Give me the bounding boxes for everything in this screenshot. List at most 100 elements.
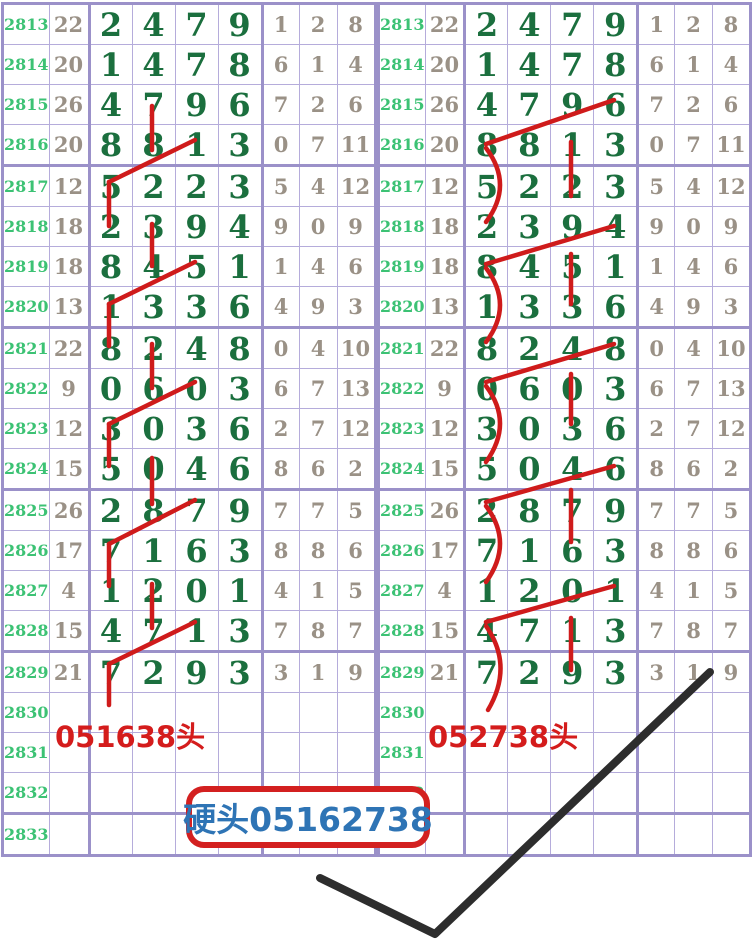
- draw-digit-cell: 1: [131, 530, 176, 571]
- table-row: 2817 12 5 2 2 3 5 4 12: [378, 165, 752, 207]
- draw-digit-cell: 8: [131, 124, 176, 167]
- draw-digit-cell: 7: [550, 489, 595, 531]
- table-row: 2818 18 2 3 9 4 9 0 9: [378, 206, 752, 247]
- stat-cell: 2: [674, 3, 713, 45]
- sum-cell: 22: [424, 327, 467, 369]
- stat-cell: 1: [298, 44, 338, 85]
- table-row: 2823 12 3 0 3 6 2 7 12: [2, 408, 376, 449]
- sum-cell: 22: [48, 3, 91, 45]
- draw-digit-cell: 1: [550, 124, 595, 167]
- draw-digit-cell: 6: [217, 408, 264, 449]
- sum-cell: 17: [48, 530, 91, 571]
- period-cell: 2817: [2, 165, 50, 207]
- draw-digit-cell: 3: [217, 368, 264, 409]
- draw-digit-cell: 4: [550, 448, 595, 491]
- draw-digit-cell: 3: [550, 286, 595, 329]
- period-cell: 2813: [2, 3, 50, 45]
- draw-digit-cell: 0: [131, 408, 176, 449]
- draw-digit-cell: 8: [464, 246, 509, 287]
- draw-digit-cell: 4: [507, 246, 552, 287]
- draw-digit-cell: 7: [550, 3, 595, 45]
- draw-digit-cell: [174, 732, 219, 773]
- draw-digit-cell: 0: [550, 368, 595, 409]
- stat-cell: 8: [298, 530, 338, 571]
- draw-digit-cell: 5: [88, 448, 133, 491]
- period-cell: 2815: [378, 84, 426, 125]
- period-cell: 2832: [2, 772, 50, 815]
- stat-cell: 1: [261, 246, 300, 287]
- draw-digit-cell: 3: [593, 610, 640, 653]
- draw-digit-cell: 3: [131, 206, 176, 247]
- draw-digit-cell: [593, 732, 640, 773]
- period-cell: 2828: [378, 610, 426, 653]
- period-cell: 2820: [2, 286, 50, 329]
- draw-digit-cell: 0: [88, 368, 133, 409]
- period-cell: 2819: [378, 246, 426, 287]
- stat-cell: 9: [298, 286, 338, 329]
- stat-cell: [336, 732, 376, 773]
- period-cell: 2821: [378, 327, 426, 369]
- draw-digit-cell: 7: [88, 651, 133, 693]
- period-cell: 2822: [2, 368, 50, 409]
- period-cell: 2833: [2, 813, 50, 856]
- period-cell: 2816: [378, 124, 426, 167]
- sum-cell: 20: [424, 124, 467, 167]
- draw-digit-cell: 4: [131, 3, 176, 45]
- stat-cell: 4: [336, 44, 376, 85]
- table-row: 2815 26 4 7 9 6 7 2 6: [378, 84, 752, 125]
- period-cell: 2821: [2, 327, 50, 369]
- stat-cell: 6: [336, 530, 376, 571]
- draw-digit-cell: 1: [174, 610, 219, 653]
- stat-cell: 2: [674, 84, 713, 125]
- draw-digit-cell: 4: [174, 448, 219, 491]
- draw-digit-cell: 3: [593, 124, 640, 167]
- table-row: 2832: [378, 772, 752, 815]
- draw-digit-cell: 6: [507, 368, 552, 409]
- sum-cell: 20: [424, 44, 467, 85]
- draw-digit-cell: 7: [174, 44, 219, 85]
- period-cell: 2829: [378, 651, 426, 693]
- draw-digit-cell: 1: [593, 246, 640, 287]
- draw-digit-cell: 4: [464, 610, 509, 653]
- stat-cell: 5: [711, 489, 752, 531]
- draw-digit-cell: 5: [464, 448, 509, 491]
- stat-cell: 0: [637, 124, 676, 167]
- sum-cell: 15: [48, 610, 91, 653]
- stat-cell: [674, 813, 713, 856]
- sum-cell: 22: [424, 3, 467, 45]
- period-cell: 2825: [2, 489, 50, 531]
- draw-digit-cell: 6: [131, 368, 176, 409]
- stat-cell: 8: [637, 448, 676, 491]
- draw-digit-cell: 6: [593, 408, 640, 449]
- draw-digit-cell: 4: [507, 44, 552, 85]
- table-row: 2820 13 1 3 3 6 4 9 3: [2, 286, 376, 329]
- draw-digit-cell: 4: [131, 246, 176, 287]
- draw-digit-cell: 2: [131, 651, 176, 693]
- stat-cell: 6: [711, 246, 752, 287]
- draw-digit-cell: 0: [507, 408, 552, 449]
- period-cell: 2813: [378, 3, 426, 45]
- sum-cell: [48, 772, 91, 815]
- period-cell: 2824: [378, 448, 426, 491]
- stat-cell: 12: [336, 408, 376, 449]
- stat-cell: 6: [637, 368, 676, 409]
- sum-cell: 21: [48, 651, 91, 693]
- draw-digit-cell: 1: [464, 286, 509, 329]
- period-cell: 2823: [2, 408, 50, 449]
- draw-digit-cell: 4: [217, 206, 264, 247]
- stat-cell: 9: [637, 206, 676, 247]
- table-row: 2827 4 1 2 0 1 4 1 5: [378, 570, 752, 611]
- draw-digit-cell: 8: [593, 44, 640, 85]
- draw-digit-cell: 2: [131, 327, 176, 369]
- draw-digit-cell: 8: [464, 327, 509, 369]
- stat-cell: [711, 692, 752, 733]
- table-row: 2822 9 0 6 0 3 6 7 13: [2, 368, 376, 409]
- stat-cell: [711, 732, 752, 773]
- stat-cell: 7: [298, 408, 338, 449]
- period-cell: 2818: [2, 206, 50, 247]
- table-row: 2829 21 7 2 9 3 3 1 9: [378, 651, 752, 693]
- draw-digit-cell: 8: [507, 124, 552, 167]
- stat-cell: 0: [674, 206, 713, 247]
- table-row: 2833: [378, 813, 752, 856]
- stat-cell: [298, 692, 338, 733]
